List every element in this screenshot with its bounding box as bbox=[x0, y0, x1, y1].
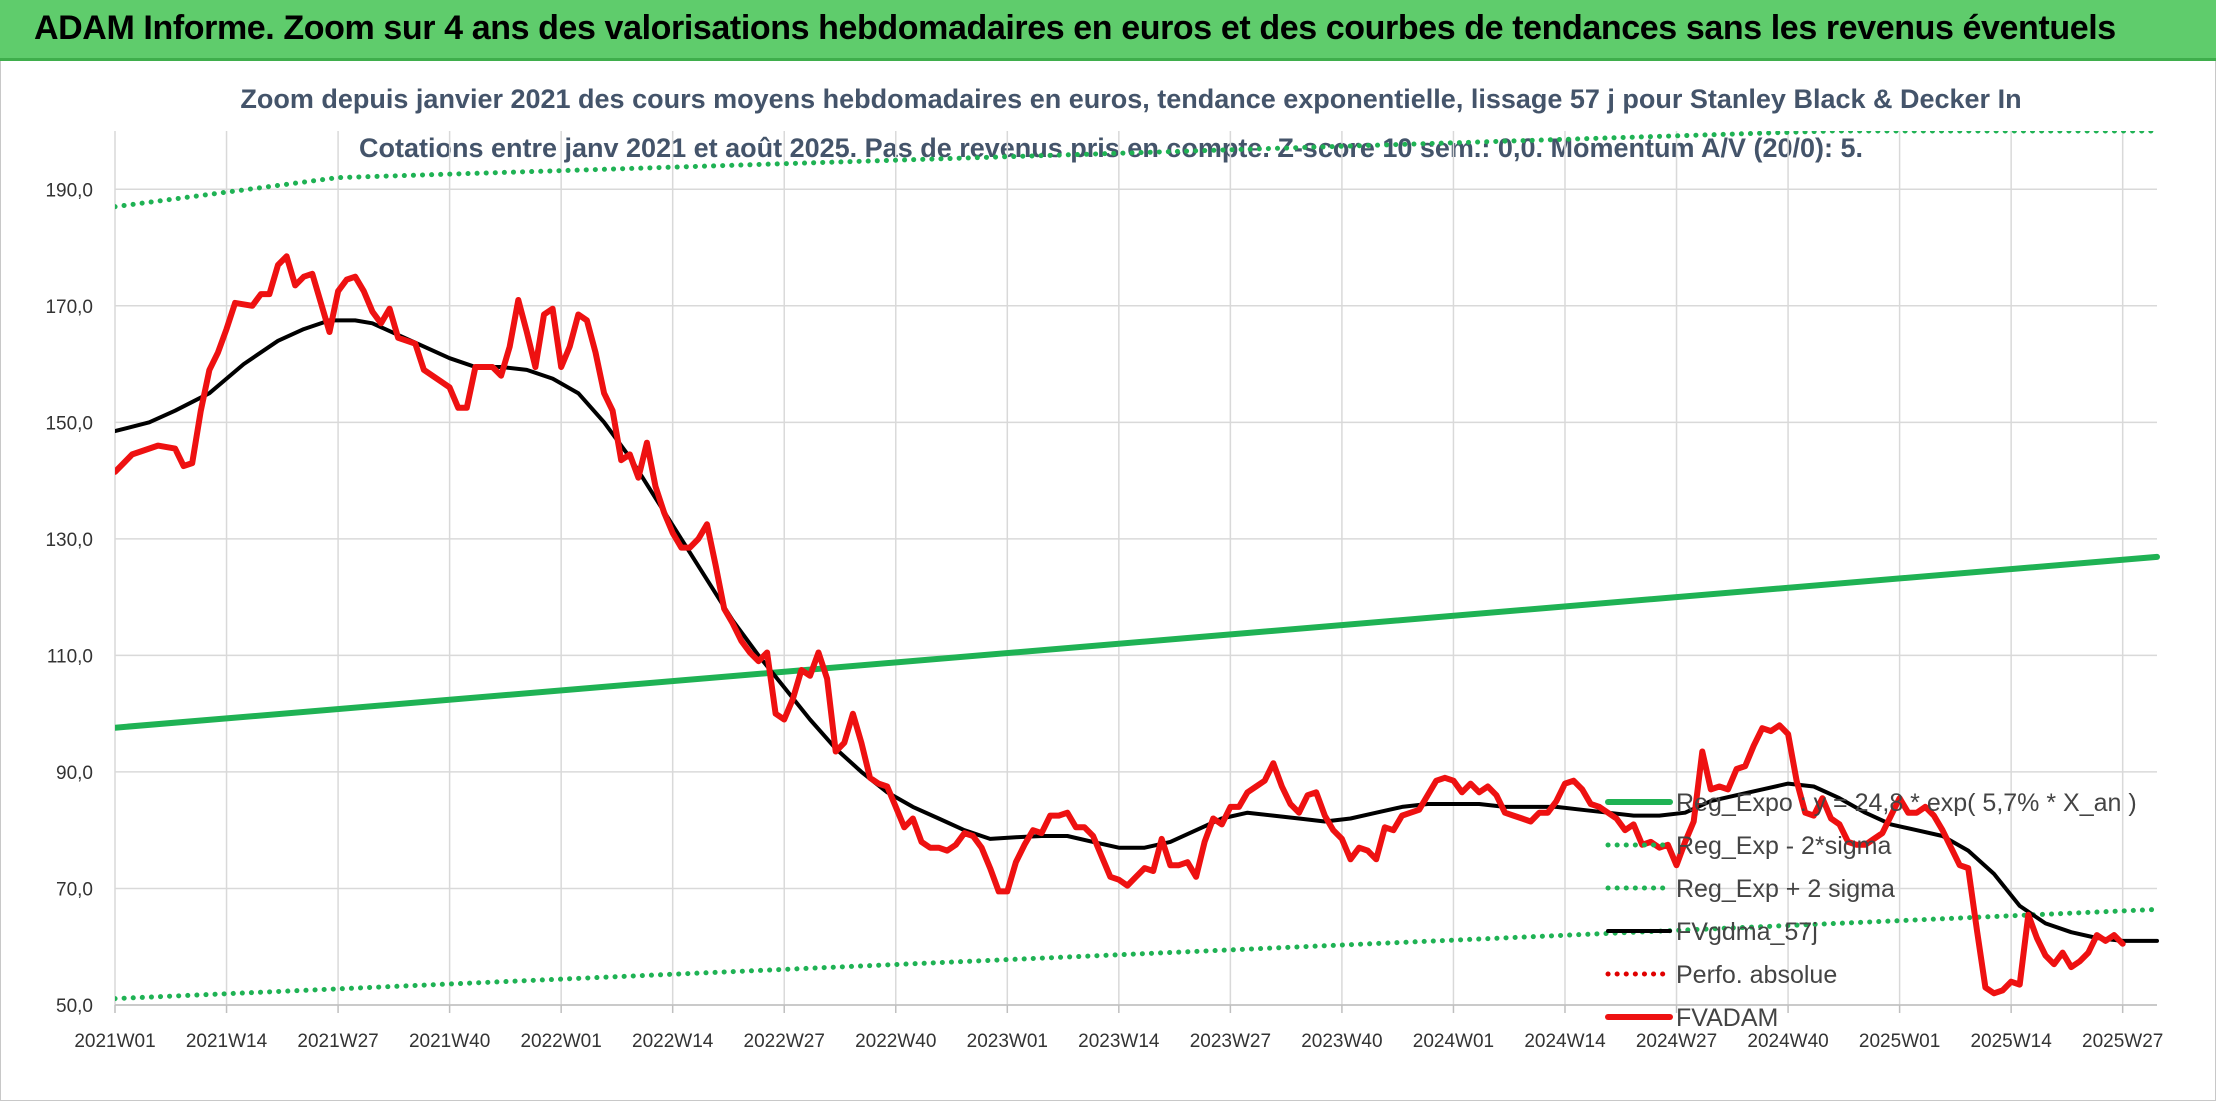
legend-label: Perfo. absolue bbox=[1676, 961, 1837, 989]
y-tick-label: 190,0 bbox=[45, 180, 93, 201]
series-lines bbox=[115, 131, 2160, 1002]
x-tick-label: 2022W01 bbox=[520, 1031, 601, 1052]
report-banner: ADAM Informe. Zoom sur 4 ans des valoris… bbox=[0, 0, 2216, 61]
series-line-1 bbox=[115, 906, 2160, 1002]
stock-chart: Zoom depuis janvier 2021 des cours moyen… bbox=[45, 84, 2163, 1052]
legend-label: Reg_Exp + 2 sigma bbox=[1676, 875, 1895, 903]
legend-label: FVgdma_57j bbox=[1676, 918, 1818, 946]
report-title: ADAM Informe. Zoom sur 4 ans des valoris… bbox=[34, 9, 2116, 47]
chart-frame: Zoom depuis janvier 2021 des cours moyen… bbox=[0, 61, 2216, 1101]
series-line-5 bbox=[115, 253, 2126, 997]
x-tick-label: 2023W14 bbox=[1078, 1031, 1160, 1052]
y-tick-label: 150,0 bbox=[45, 413, 93, 434]
x-tick-label: 2025W01 bbox=[1859, 1031, 1940, 1052]
x-tick-label: 2022W40 bbox=[855, 1031, 936, 1052]
y-tick-label: 170,0 bbox=[45, 297, 93, 318]
legend-label: Reg_Expo : y = 24,8 * exp( 5,7% * X_an ) bbox=[1676, 789, 2137, 817]
x-tick-label: 2021W40 bbox=[409, 1031, 490, 1052]
y-tick-label: 90,0 bbox=[56, 763, 93, 784]
x-tick-label: 2025W27 bbox=[2082, 1031, 2163, 1052]
chart-subtitle: Cotations entre janv 2021 et août 2025. … bbox=[359, 133, 1863, 163]
x-tick-label: 2023W01 bbox=[967, 1031, 1048, 1052]
y-tick-label: 50,0 bbox=[56, 996, 93, 1017]
x-tick-label: 2023W27 bbox=[1190, 1031, 1271, 1052]
x-tick-label: 2021W01 bbox=[74, 1031, 155, 1052]
x-tick-label: 2024W01 bbox=[1413, 1031, 1494, 1052]
legend-label: Reg_Exp - 2*sigma bbox=[1676, 832, 1891, 860]
legend: Reg_Expo : y = 24,8 * exp( 5,7% * X_an )… bbox=[1605, 789, 2137, 1032]
x-tick-label: 2024W27 bbox=[1636, 1031, 1717, 1052]
x-tick-label: 2023W40 bbox=[1301, 1031, 1382, 1052]
y-tick-label: 70,0 bbox=[56, 879, 93, 900]
chart-title: Zoom depuis janvier 2021 des cours moyen… bbox=[240, 84, 2021, 114]
y-tick-label: 110,0 bbox=[47, 646, 93, 667]
x-tick-label: 2025W14 bbox=[1970, 1031, 2052, 1052]
series-line-2 bbox=[115, 131, 2160, 210]
y-tick-label: 130,0 bbox=[45, 530, 93, 551]
x-tick-label: 2022W27 bbox=[744, 1031, 825, 1052]
axes: 50,0 70,0 90,0 110,0 130,0 150,0 170,0 190,0 202… bbox=[45, 180, 2163, 1052]
x-tick-label: 2022W14 bbox=[632, 1031, 714, 1052]
series-line-0 bbox=[115, 553, 2160, 731]
x-tick-label: 2024W14 bbox=[1524, 1031, 1606, 1052]
legend-label: FVADAM bbox=[1676, 1004, 1778, 1032]
x-tick-label: 2021W14 bbox=[186, 1031, 268, 1052]
x-tick-label: 2024W40 bbox=[1747, 1031, 1828, 1052]
x-tick-label: 2021W27 bbox=[297, 1031, 378, 1052]
